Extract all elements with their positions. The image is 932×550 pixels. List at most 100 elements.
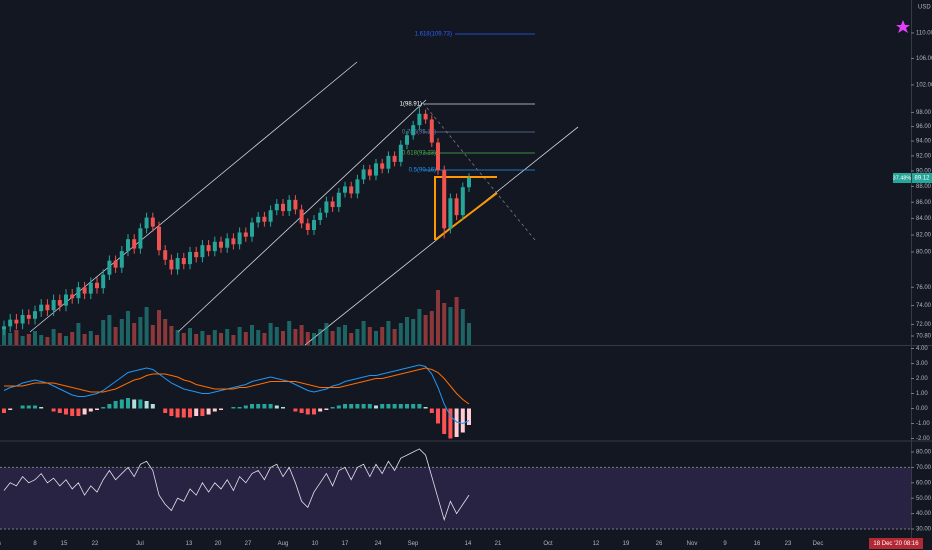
y-tick-label: 3.00: [916, 361, 928, 367]
histogram-bar: [219, 408, 223, 410]
volume-bar: [312, 333, 316, 345]
candle-body: [150, 217, 155, 227]
candle-body: [225, 238, 230, 248]
histogram-bar: [374, 405, 378, 409]
histogram-bar: [460, 408, 465, 433]
volume-bar: [287, 321, 292, 345]
candle-body: [256, 216, 261, 223]
volume-bar: [436, 290, 440, 345]
candle-body: [64, 294, 68, 306]
histogram-bar: [163, 408, 168, 413]
histogram-bar: [101, 407, 106, 409]
candle-body: [76, 287, 81, 299]
histogram-bar: [392, 404, 397, 409]
cursor-box: [869, 538, 923, 549]
y-tick-label: 82.00: [916, 233, 932, 239]
x-tick-label: 16: [754, 541, 761, 547]
histogram-bar: [200, 408, 205, 416]
change-box: [893, 173, 911, 183]
histogram-bar: [237, 407, 242, 409]
histogram-bar: [250, 404, 254, 409]
histogram-bar: [169, 408, 174, 416]
y-tick-label: 110.00: [916, 31, 932, 37]
histogram-bar: [429, 408, 434, 413]
volume-bar: [336, 327, 341, 345]
volume-bar: [132, 323, 137, 345]
histogram-bar: [336, 405, 341, 409]
histogram-bar: [380, 404, 385, 409]
y-tick-label: -2.00: [916, 436, 930, 442]
x-tick-label: 27: [245, 541, 252, 547]
volume-bar: [231, 335, 236, 345]
volume-bar: [299, 325, 304, 345]
y-tick-label: 2.00: [916, 376, 928, 382]
y-tick-label: 4.00: [916, 346, 928, 352]
volume-bar: [138, 317, 143, 345]
volume-bar: [175, 330, 180, 345]
candle-body: [268, 210, 273, 222]
histogram-bar: [175, 408, 180, 418]
y-tick-label: 92.00: [916, 153, 932, 159]
candle-body: [405, 135, 409, 145]
volume-bar: [318, 329, 323, 345]
volume-bar: [243, 332, 248, 345]
volume-bar: [467, 323, 471, 345]
x-tick-label: 20: [215, 541, 222, 547]
histogram-bar: [299, 408, 304, 413]
candle-body: [237, 232, 242, 245]
candle-body: [144, 217, 149, 229]
candle-body: [14, 319, 19, 324]
y-tick-label: 70.00: [916, 465, 932, 471]
candle-body: [349, 186, 354, 194]
candle-body: [330, 201, 335, 208]
candle-body: [181, 258, 186, 265]
rsi-line: [3, 448, 470, 522]
volume-bar: [411, 319, 416, 345]
volume-bar: [188, 328, 192, 345]
histogram-bar: [305, 408, 310, 415]
histogram-bar: [355, 404, 360, 409]
histogram-bar: [51, 408, 56, 412]
candle-body: [274, 203, 279, 211]
histogram-bar: [181, 408, 186, 418]
volume-bar: [293, 329, 298, 345]
macd-line: [3, 364, 470, 425]
candle-body: [448, 198, 453, 229]
histogram-bar: [405, 404, 409, 409]
candle-body: [250, 222, 254, 237]
volume-bar: [101, 320, 106, 345]
histogram-bar: [256, 404, 261, 409]
histogram-bar: [343, 404, 347, 409]
x-tick-label: 14: [465, 541, 472, 547]
volume-bar: [45, 337, 50, 345]
histogram-bar: [82, 408, 87, 415]
candle-body: [113, 260, 118, 268]
candle-body: [442, 170, 447, 229]
volume-bar: [14, 330, 19, 345]
volume-bar: [374, 331, 378, 345]
candle-body: [429, 119, 434, 143]
histogram-bar: [76, 408, 81, 416]
candle-body: [361, 169, 366, 180]
histogram-bar: [39, 407, 44, 409]
x-tick-label: 15: [61, 541, 68, 547]
y-tick-label: 50.00: [916, 496, 932, 502]
volume-bar: [380, 327, 385, 345]
histogram-bar: [144, 401, 149, 409]
volume-bar: [442, 303, 447, 345]
volume-bar: [33, 331, 37, 345]
candle-body: [132, 239, 137, 249]
volume-bar: [355, 329, 360, 345]
x-tick-label: 22: [92, 541, 99, 547]
histogram-bar: [119, 399, 124, 409]
histogram-bar: [454, 408, 459, 437]
histogram-bar: [2, 408, 6, 413]
candle-body: [88, 282, 93, 294]
fib-label: 0.786(95.17): [402, 130, 436, 136]
candle-body: [392, 155, 397, 162]
volume-bar: [398, 323, 403, 345]
volume-bar: [163, 319, 168, 345]
y-tick-label: 90.00: [916, 169, 932, 175]
volume-bar: [144, 307, 149, 345]
